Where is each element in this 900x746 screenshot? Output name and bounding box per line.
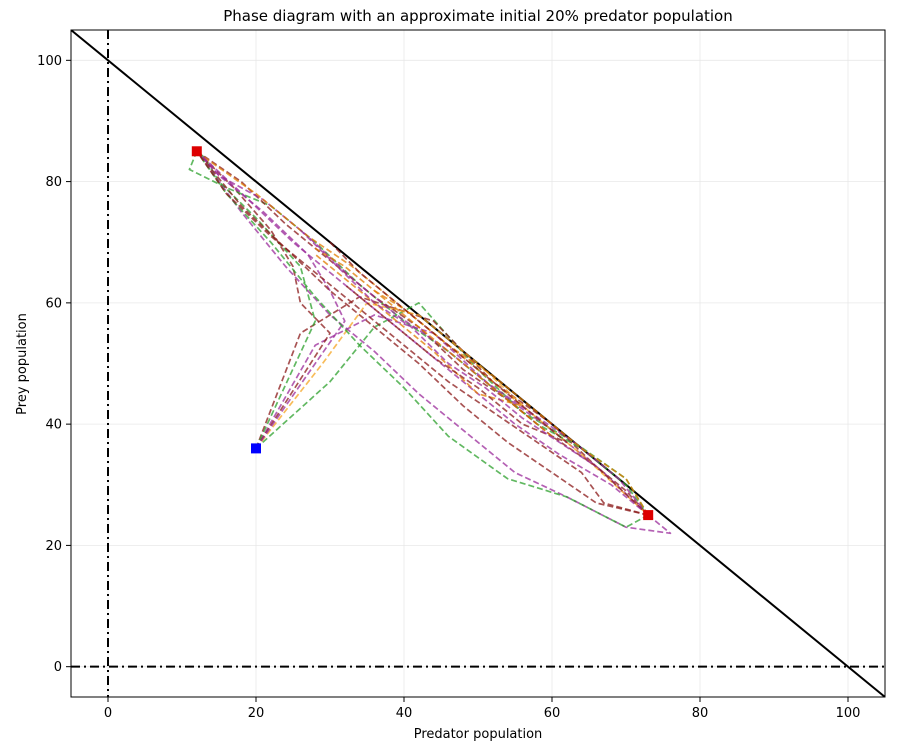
trajectory-line-15 bbox=[196, 150, 649, 516]
reference-lines bbox=[71, 30, 885, 697]
axis-ticks: 0 20 40 60 80 100 0 20 40 60 80 100 bbox=[37, 54, 860, 721]
markers bbox=[191, 146, 654, 521]
y-tick-label: 0 bbox=[54, 660, 62, 675]
x-axis-label: Predator population bbox=[414, 727, 543, 742]
trajectory-line-3 bbox=[255, 302, 649, 516]
trajectory-line-17 bbox=[329, 241, 568, 444]
y-tick-label: 60 bbox=[45, 296, 62, 311]
x-tick-label: 100 bbox=[836, 706, 861, 721]
trajectory-line-5 bbox=[196, 150, 331, 449]
x-tick-label: 80 bbox=[692, 706, 709, 721]
trajectory-line-13 bbox=[196, 150, 649, 529]
y-tick-label: 20 bbox=[45, 539, 62, 554]
trajectory-line-18 bbox=[314, 247, 553, 437]
chart-title: Phase diagram with an approximate initia… bbox=[223, 7, 733, 25]
y-tick-label: 80 bbox=[45, 175, 62, 190]
x-tick-label: 20 bbox=[248, 706, 265, 721]
trajectory-line-0 bbox=[255, 302, 649, 516]
y-tick-label: 100 bbox=[37, 54, 62, 69]
trajectory-line-9 bbox=[196, 150, 649, 516]
end-point-marker-0 bbox=[191, 146, 202, 157]
trajectory-line-12 bbox=[196, 150, 672, 535]
x-tick-label: 0 bbox=[104, 706, 112, 721]
end-point-marker-1 bbox=[643, 510, 654, 521]
trajectory-series bbox=[188, 150, 672, 535]
trajectory-line-2 bbox=[255, 314, 649, 516]
trajectory-line-1 bbox=[255, 295, 649, 516]
x-tick-label: 40 bbox=[396, 706, 413, 721]
reference-line-diagonal bbox=[71, 30, 885, 697]
trajectory-line-14 bbox=[196, 150, 649, 516]
y-tick-label: 40 bbox=[45, 418, 62, 433]
y-axis-label: Prey population bbox=[15, 313, 30, 415]
start-point-marker bbox=[251, 443, 261, 454]
trajectory-line-11 bbox=[196, 150, 649, 516]
trajectory-line-19 bbox=[299, 229, 597, 468]
trajectory-line-6 bbox=[196, 150, 346, 449]
plot-frame bbox=[70, 29, 886, 698]
x-tick-label: 60 bbox=[544, 706, 561, 721]
